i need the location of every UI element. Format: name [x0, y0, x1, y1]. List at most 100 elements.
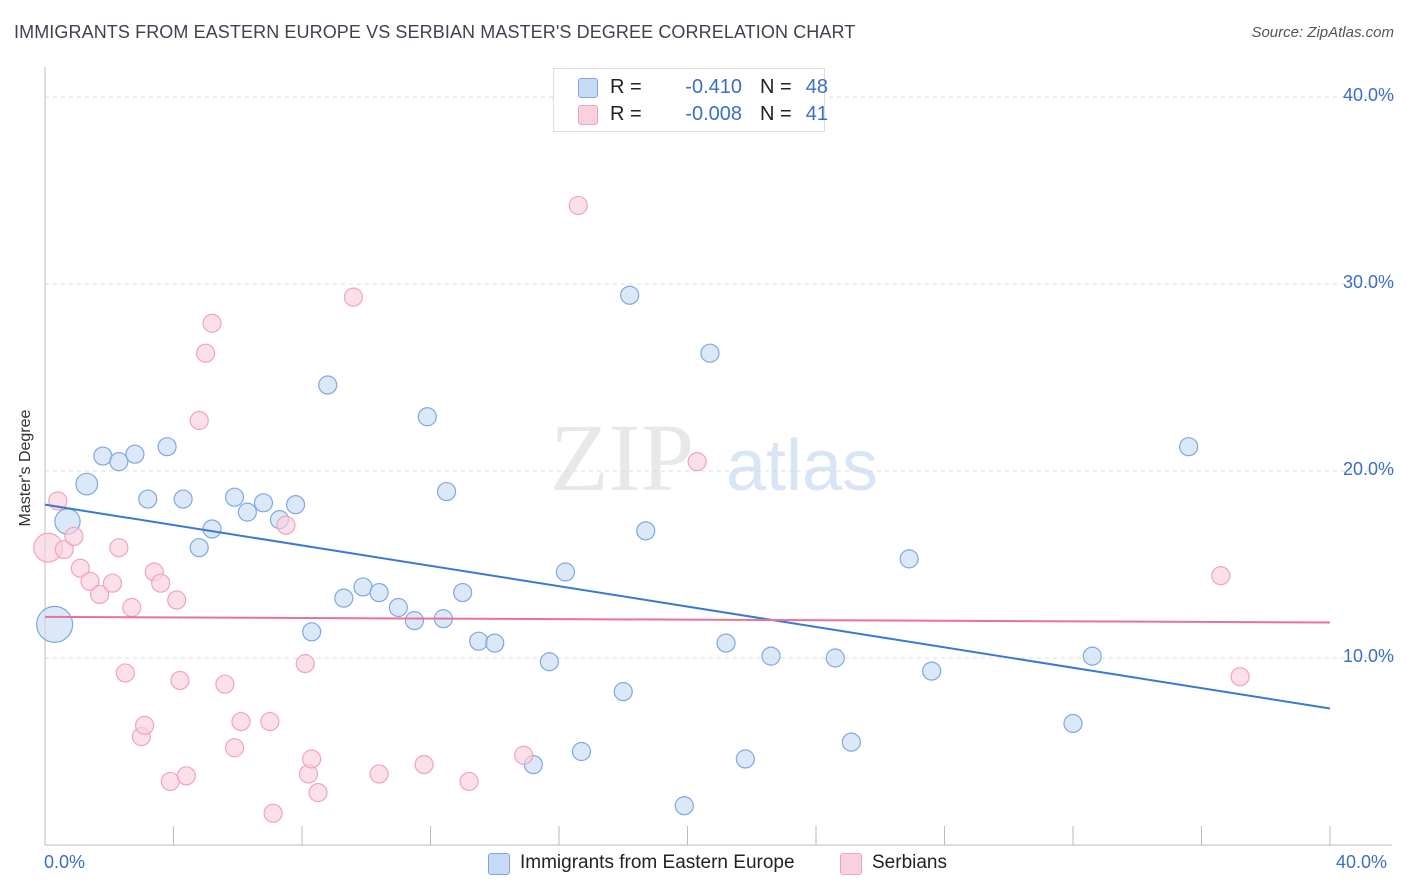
- legend-swatch-eastern-europe: [488, 853, 510, 875]
- data-point: [318, 375, 338, 395]
- data-point: [36, 605, 74, 643]
- data-point: [93, 446, 113, 466]
- y-tick-label: 20.0%: [1342, 459, 1394, 479]
- x-tick-label-min: 0.0%: [44, 852, 86, 872]
- data-point: [469, 631, 489, 651]
- source-label: Source: ZipAtlas.com: [1251, 24, 1394, 41]
- data-point: [224, 738, 245, 758]
- data-point: [189, 410, 209, 431]
- data-point: [539, 652, 559, 672]
- data-point: [459, 771, 479, 792]
- trend-line-0: [44, 503, 1331, 710]
- legend-item-serbians[interactable]: Serbians: [840, 851, 970, 877]
- legend-swatch-serbians: [840, 853, 862, 875]
- data-point: [151, 573, 171, 593]
- data-point: [571, 741, 592, 762]
- data-point: [302, 622, 322, 642]
- data-point: [825, 648, 845, 668]
- data-point: [687, 452, 707, 472]
- data-point: [674, 796, 694, 816]
- data-point: [899, 549, 919, 569]
- series-0-points: [36, 285, 1199, 816]
- legend-r-label: R =: [610, 76, 642, 98]
- data-point: [215, 674, 235, 694]
- data-point: [160, 771, 180, 792]
- data-point: [388, 597, 408, 618]
- data-point: [90, 584, 110, 605]
- data-point: [1211, 566, 1231, 586]
- legend-label-serbians: Serbians: [872, 852, 947, 873]
- data-point: [260, 711, 280, 732]
- y-tick-label: 10.0%: [1342, 646, 1394, 666]
- data-point: [514, 745, 534, 765]
- data-point: [109, 538, 129, 558]
- data-point: [568, 195, 588, 216]
- data-point: [170, 670, 190, 691]
- data-point: [841, 732, 861, 752]
- series-1-points: [33, 195, 1250, 823]
- y-tick-label: 30.0%: [1342, 272, 1394, 292]
- data-point: [308, 783, 328, 803]
- data-point: [189, 538, 209, 558]
- x-tick-label-max: 40.0%: [1336, 852, 1388, 872]
- data-point: [922, 661, 942, 681]
- data-point: [436, 481, 457, 502]
- watermark-atlas: atlas: [726, 426, 878, 506]
- axes: [44, 67, 1392, 846]
- legend-swatch-serbians: [578, 105, 598, 125]
- data-point: [253, 493, 274, 513]
- chart-title: IMMIGRANTS FROM EASTERN EUROPE VS SERBIA…: [14, 22, 856, 42]
- data-point: [761, 646, 781, 666]
- trend-line-1: [44, 615, 1331, 624]
- data-point: [134, 715, 155, 735]
- data-point: [343, 287, 363, 307]
- data-point: [369, 764, 389, 784]
- data-point: [263, 803, 283, 823]
- trend-lines: [44, 503, 1331, 710]
- legend-n-value: 41: [805, 103, 828, 125]
- data-point: [115, 663, 135, 683]
- data-point: [231, 711, 251, 732]
- data-point: [173, 489, 193, 509]
- legend-r-value: -0.008: [685, 103, 742, 125]
- correlation-legend: R = -0.410 N = 48 R = -0.008 N = 41: [553, 68, 828, 132]
- legend-n-value: 48: [805, 76, 828, 98]
- legend-n-label: N =: [760, 103, 792, 125]
- legend-item-eastern-europe[interactable]: Immigrants from Eastern Europe: [488, 851, 818, 877]
- data-point: [80, 571, 100, 591]
- legend-label-eastern-europe: Immigrants from Eastern Europe: [520, 852, 795, 873]
- data-point: [64, 526, 84, 547]
- data-point: [369, 582, 389, 603]
- data-point: [157, 437, 177, 457]
- data-point: [620, 285, 640, 305]
- data-point: [70, 558, 90, 578]
- data-point: [414, 754, 434, 775]
- data-point: [276, 515, 296, 535]
- data-point: [1179, 437, 1199, 457]
- data-point: [102, 573, 123, 593]
- watermark-zip: ZIP: [550, 404, 694, 511]
- data-point: [334, 588, 354, 608]
- data-point: [1063, 713, 1083, 734]
- gridlines: [45, 96, 1392, 659]
- data-point: [176, 766, 196, 786]
- data-point: [75, 472, 99, 496]
- data-point: [167, 590, 187, 610]
- data-point: [237, 502, 257, 522]
- data-point: [125, 444, 145, 464]
- data-point: [1082, 646, 1102, 666]
- data-point: [735, 749, 755, 769]
- data-point: [404, 610, 425, 631]
- data-point: [285, 495, 306, 515]
- legend-r-label: R =: [610, 103, 642, 125]
- data-point: [700, 343, 720, 363]
- data-point: [613, 682, 633, 702]
- y-tick-label: 40.0%: [1342, 85, 1394, 105]
- data-point: [716, 633, 736, 653]
- legend-n-label: N =: [760, 76, 792, 98]
- data-point: [54, 539, 74, 560]
- data-point: [417, 407, 437, 427]
- legend-r-value: -0.410: [685, 76, 742, 98]
- data-point: [122, 597, 142, 618]
- data-point: [353, 577, 373, 597]
